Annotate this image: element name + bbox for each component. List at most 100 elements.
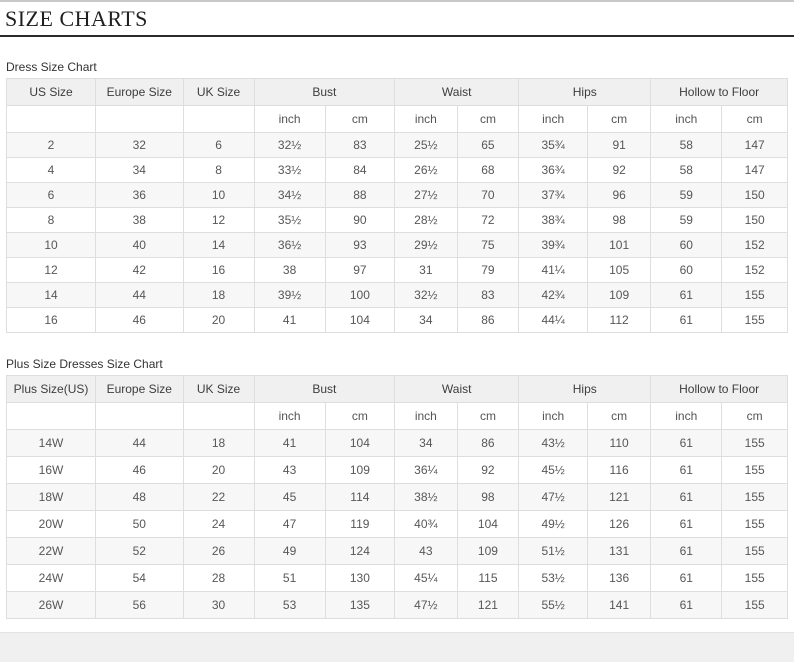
- size-cell: 60: [650, 232, 723, 259]
- size-cell: 2: [5, 132, 97, 159]
- size-cell: 61: [650, 429, 723, 458]
- size-row: 4 34 8 33½ 84 26½ 68 36¾ 92 58 147: [5, 157, 788, 184]
- size-cell: 16: [182, 257, 255, 284]
- size-cell: 40: [95, 232, 184, 259]
- size-cell: 110: [586, 429, 652, 458]
- empty-header: [182, 105, 255, 134]
- size-cell: 109: [324, 456, 396, 485]
- empty-header: [5, 105, 97, 134]
- size-cell: 50: [95, 510, 184, 539]
- size-cell: 44: [95, 282, 184, 309]
- size-cell: 38: [95, 207, 184, 234]
- size-cell: 12: [182, 207, 255, 234]
- size-cell: 79: [456, 257, 520, 284]
- size-cell: 34: [394, 307, 458, 334]
- empty-header: [182, 402, 255, 431]
- size-cell: 45¼: [394, 564, 458, 593]
- dress-size-chart-section: Dress Size Chart US Size Europe Size UK Si…: [5, 60, 788, 334]
- size-cell: 155: [721, 282, 788, 309]
- unit-header: cm: [586, 105, 652, 134]
- size-cell: 58: [650, 157, 723, 184]
- size-cell: 36¼: [394, 456, 458, 485]
- size-cell: 98: [456, 483, 520, 512]
- size-cell: 14: [182, 232, 255, 259]
- size-cell: 115: [456, 564, 520, 593]
- size-cell: 35¾: [518, 132, 588, 159]
- size-cell: 47½: [518, 483, 588, 512]
- size-row: 22W 52 26 49 124 43 109 51½ 131 61 155: [5, 537, 788, 566]
- size-cell: 28½: [394, 207, 458, 234]
- size-cell: 52: [95, 537, 184, 566]
- size-cell: 55½: [518, 591, 588, 620]
- plus-size-table: Plus Size(US) Europe Size UK Size Bust Waist…: [5, 375, 788, 620]
- size-cell: 32: [95, 132, 184, 159]
- column-header: Hollow to Floor: [650, 375, 788, 404]
- size-cell: 121: [586, 483, 652, 512]
- unit-header: inch: [518, 105, 588, 134]
- size-row: 14 44 18 39½ 100 32½ 83 42¾ 109 61 155: [5, 282, 788, 309]
- size-cell: 121: [456, 591, 520, 620]
- size-cell: 84: [324, 157, 396, 184]
- units-row: inch cm inch cm inch cm inch cm: [5, 402, 788, 431]
- size-cell: 135: [324, 591, 396, 620]
- size-cell: 41¼: [518, 257, 588, 284]
- size-cell: 136: [586, 564, 652, 593]
- size-cell: 105: [586, 257, 652, 284]
- unit-header: inch: [650, 105, 723, 134]
- size-cell: 150: [721, 182, 788, 209]
- size-cell: 34½: [253, 182, 326, 209]
- size-cell: 131: [586, 537, 652, 566]
- header-row: US Size Europe Size UK Size Bust Waist Hips Ho…: [5, 78, 788, 107]
- size-cell: 49: [253, 537, 326, 566]
- size-cell: 43½: [518, 429, 588, 458]
- size-cell: 32½: [253, 132, 326, 159]
- size-cell: 104: [324, 307, 396, 334]
- column-header: Waist: [394, 78, 520, 107]
- size-cell: 119: [324, 510, 396, 539]
- size-cell: 42¾: [518, 282, 588, 309]
- size-row: 20W 50 24 47 119 40¾ 104 49½ 126 61 155: [5, 510, 788, 539]
- size-cell: 152: [721, 232, 788, 259]
- size-cell: 86: [456, 307, 520, 334]
- size-cell: 45½: [518, 456, 588, 485]
- size-cell: 97: [324, 257, 396, 284]
- plus-size-chart-label: Plus Size Dresses Size Chart: [6, 357, 163, 372]
- size-cell: 24: [182, 510, 255, 539]
- size-cell: 104: [456, 510, 520, 539]
- size-cell: 20W: [5, 510, 97, 539]
- bottom-bar: [0, 632, 794, 662]
- size-cell: 26W: [5, 591, 97, 620]
- size-row: 26W 56 30 53 135 47½ 121 55½ 141 61 155: [5, 591, 788, 620]
- column-header: Hollow to Floor: [650, 78, 788, 107]
- column-header: Bust: [253, 375, 396, 404]
- size-cell: 152: [721, 257, 788, 284]
- column-header: UK Size: [182, 78, 255, 107]
- size-cell: 147: [721, 157, 788, 184]
- size-cell: 16: [5, 307, 97, 334]
- size-row: 24W 54 28 51 130 45¼ 115 53½ 136 61 155: [5, 564, 788, 593]
- empty-header: [95, 105, 184, 134]
- size-cell: 54: [95, 564, 184, 593]
- dress-size-chart-label: Dress Size Chart: [6, 60, 97, 75]
- size-cell: 43: [394, 537, 458, 566]
- size-cell: 91: [586, 132, 652, 159]
- size-cell: 33½: [253, 157, 326, 184]
- size-cell: 20: [182, 307, 255, 334]
- size-cell: 12: [5, 257, 97, 284]
- size-cell: 8: [5, 207, 97, 234]
- size-cell: 53½: [518, 564, 588, 593]
- size-cell: 38¾: [518, 207, 588, 234]
- size-row: 8 38 12 35½ 90 28½ 72 38¾ 98 59 150: [5, 207, 788, 234]
- size-cell: 155: [721, 564, 788, 593]
- size-row: 18W 48 22 45 114 38½ 98 47½ 121 61 155: [5, 483, 788, 512]
- size-cell: 83: [456, 282, 520, 309]
- size-cell: 86: [456, 429, 520, 458]
- size-row: 14W 44 18 41 104 34 86 43½ 110 61 155: [5, 429, 788, 458]
- size-cell: 155: [721, 510, 788, 539]
- size-cell: 10: [182, 182, 255, 209]
- size-cell: 59: [650, 207, 723, 234]
- size-cell: 61: [650, 591, 723, 620]
- size-cell: 6: [5, 182, 97, 209]
- column-header: Bust: [253, 78, 396, 107]
- size-cell: 49½: [518, 510, 588, 539]
